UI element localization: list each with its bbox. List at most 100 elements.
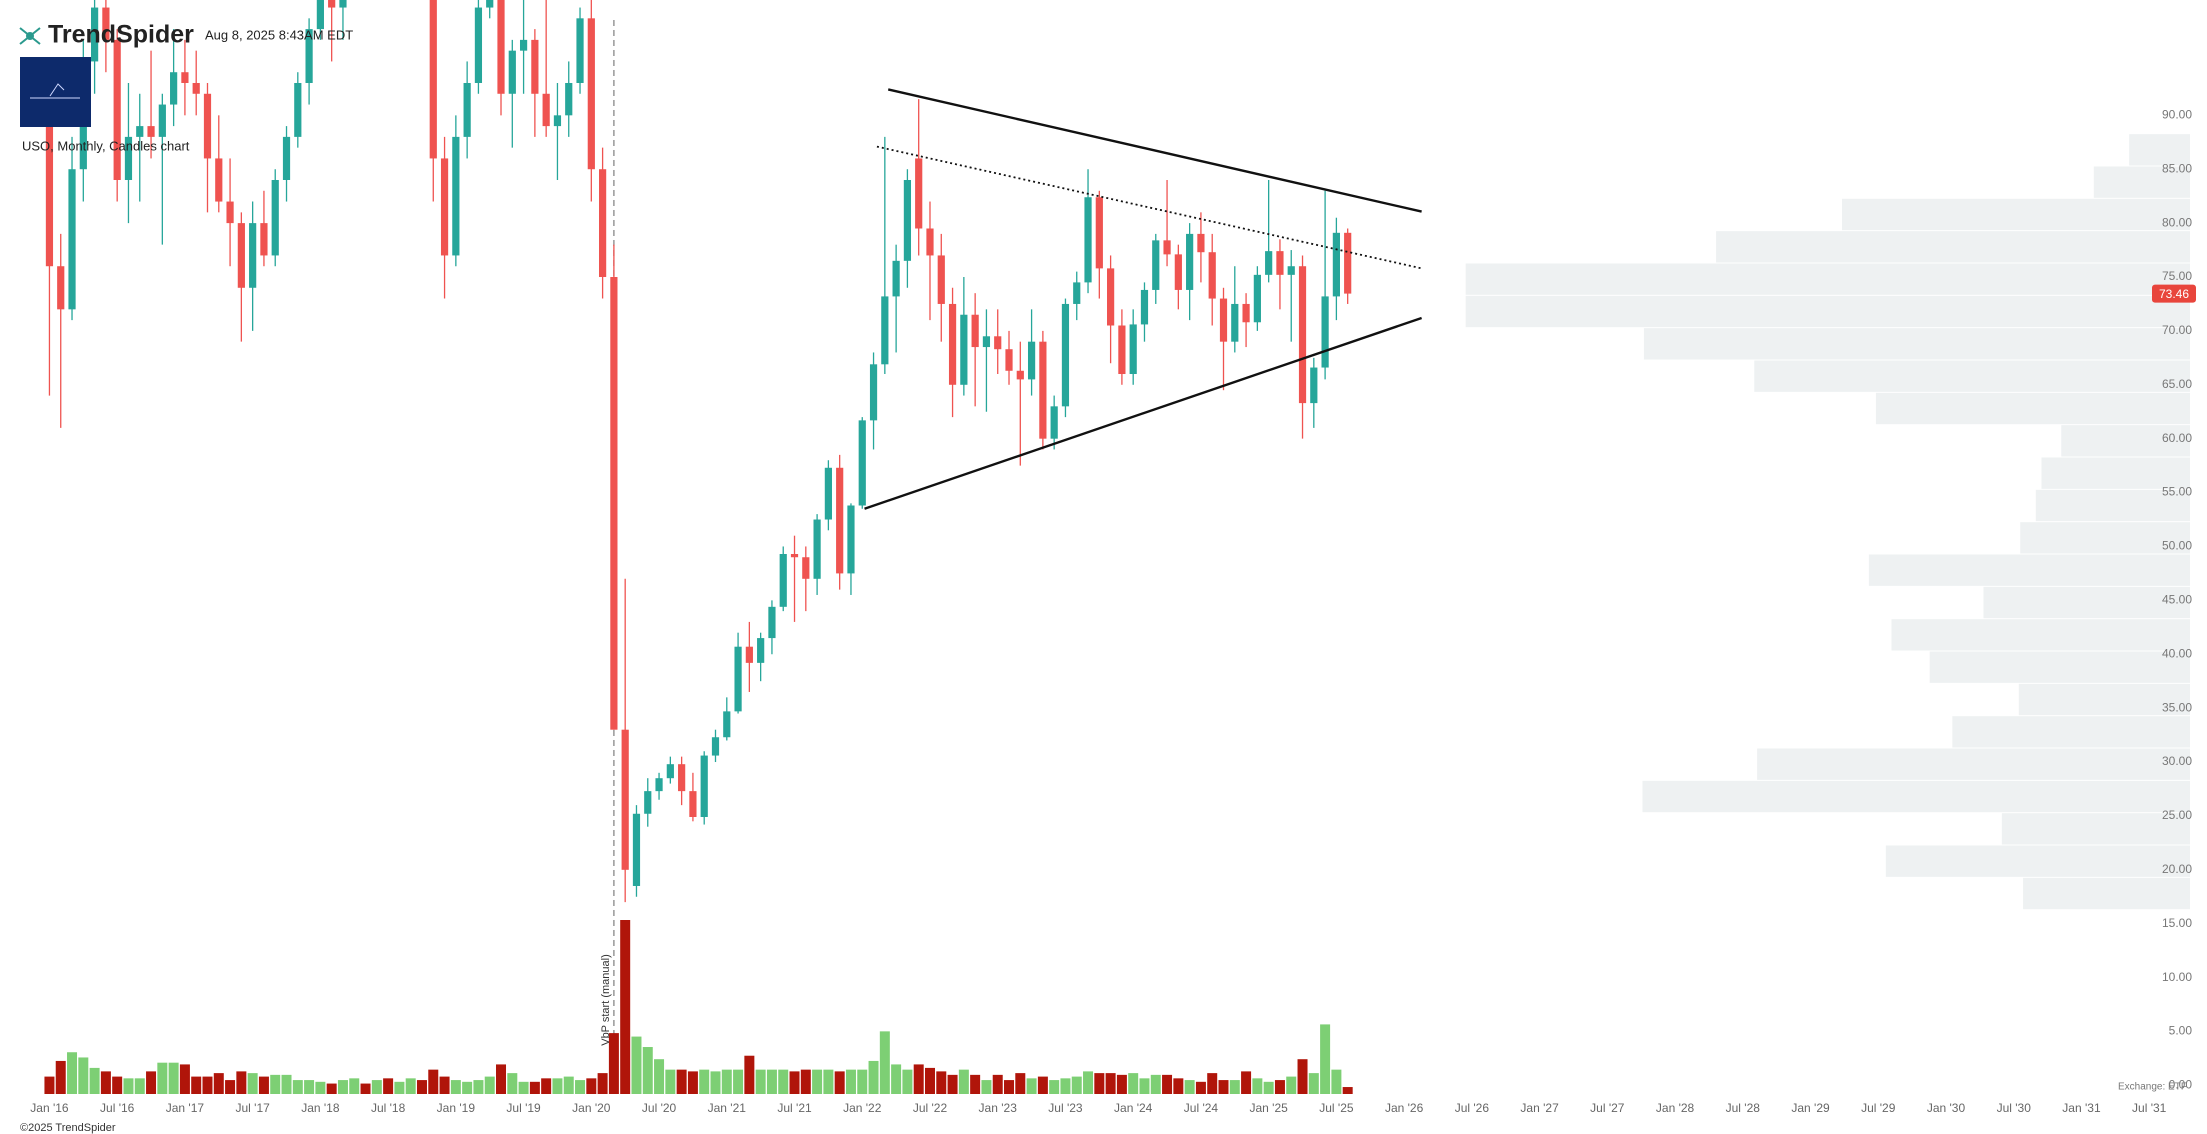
- volume-bar: [281, 1074, 292, 1094]
- x-tick-label: Jul '18: [371, 1101, 406, 1115]
- brand: TrendSpider Aug 8, 2025 8:43AM EDT: [19, 21, 353, 49]
- candle-body: [621, 729, 629, 870]
- volume-bar: [1037, 1076, 1048, 1094]
- candle-body: [802, 557, 810, 579]
- volume-bar: [947, 1074, 958, 1094]
- candle-body: [1208, 252, 1216, 299]
- profile-bar: [2001, 813, 2190, 845]
- volume-bar: [78, 1057, 89, 1094]
- candle-body: [1107, 268, 1115, 326]
- candle-body: [1253, 274, 1261, 323]
- profile-bar: [1754, 360, 2190, 392]
- candle-body: [1287, 266, 1295, 275]
- volume-bar: [258, 1076, 269, 1094]
- candle-body: [836, 467, 844, 574]
- volume-bar: [992, 1074, 1003, 1094]
- candle-body: [1298, 266, 1307, 404]
- volume-bar: [541, 1078, 552, 1094]
- candle-body: [745, 646, 753, 663]
- candle-body: [215, 158, 223, 202]
- candle-body: [1197, 233, 1205, 253]
- volume-bar: [800, 1069, 811, 1094]
- x-tick-label: Jul '16: [100, 1101, 135, 1115]
- candle-body: [474, 7, 483, 83]
- candle-body: [915, 158, 923, 229]
- profile-bar: [1868, 554, 2190, 586]
- volume-bar: [665, 1069, 676, 1094]
- candle-body: [158, 104, 166, 137]
- candle-body: [892, 260, 900, 297]
- x-tick-label: Jan '21: [708, 1101, 747, 1115]
- candle-body: [666, 764, 674, 779]
- x-tick-label: Jul '19: [506, 1101, 541, 1115]
- volume-bar: [484, 1076, 495, 1094]
- brand-icon: [19, 27, 41, 45]
- volume-bar: [1116, 1074, 1127, 1094]
- volume-bar: [721, 1069, 732, 1094]
- candle-body: [757, 638, 765, 663]
- volume-bar: [1173, 1078, 1184, 1094]
- profile-bar: [1875, 392, 2190, 425]
- volume-bar: [1128, 1073, 1139, 1094]
- candle-body: [858, 420, 866, 506]
- candle-body: [45, 115, 54, 267]
- symbol-logo: [20, 57, 91, 127]
- candle-body: [147, 126, 155, 137]
- y-tick-label: 10.00: [2162, 970, 2192, 984]
- volume-bar: [924, 1067, 935, 1094]
- candle-body: [971, 314, 979, 348]
- volume-bar: [360, 1083, 371, 1094]
- volume-bar: [654, 1059, 665, 1094]
- volume-bar: [157, 1062, 168, 1094]
- candle-body: [881, 296, 889, 365]
- candle-body: [1163, 240, 1171, 255]
- y-tick-label: 70.00: [2162, 323, 2192, 337]
- candle-body: [440, 158, 449, 256]
- volume-bar: [834, 1071, 845, 1094]
- x-tick-label: Jul '23: [1048, 1101, 1083, 1115]
- profile-bar: [2020, 522, 2190, 554]
- volume-bar: [981, 1080, 992, 1094]
- volume-bar: [1297, 1059, 1308, 1094]
- volume-bar: [575, 1080, 586, 1094]
- volume-bar: [394, 1081, 405, 1094]
- x-tick-label: Jan '20: [572, 1101, 611, 1115]
- x-tick-label: Jul '31: [2132, 1101, 2167, 1115]
- volume-bar: [687, 1071, 698, 1094]
- volume-bar: [349, 1078, 360, 1094]
- volume-bar: [913, 1064, 924, 1094]
- volume-bar: [1049, 1080, 1060, 1094]
- x-tick-label: Jan '27: [1520, 1101, 1559, 1115]
- x-tick-label: Jan '30: [1927, 1101, 1966, 1115]
- volume-bar: [225, 1080, 236, 1094]
- candle-body: [678, 764, 686, 792]
- x-tick-label: Jan '22: [843, 1101, 882, 1115]
- volume-bar: [146, 1071, 157, 1094]
- volume-bar: [1184, 1080, 1195, 1094]
- candle-body: [948, 303, 957, 385]
- candle-body: [57, 266, 65, 310]
- y-tick-label: 15.00: [2162, 916, 2192, 930]
- candle-body: [994, 336, 1002, 350]
- volume-bar: [236, 1071, 247, 1094]
- profile-bar: [1642, 780, 2190, 813]
- profile-bar: [1891, 619, 2190, 651]
- profile-bar: [1716, 231, 2190, 263]
- volume-bar: [676, 1069, 687, 1094]
- x-tick-label: Jan '23: [979, 1101, 1018, 1115]
- volume-bar: [744, 1055, 755, 1094]
- candle-body: [170, 72, 178, 105]
- candle-body: [824, 467, 832, 520]
- profile-bar: [2023, 877, 2190, 910]
- volume-bar: [778, 1069, 789, 1094]
- volume-bar: [496, 1064, 507, 1094]
- candle-body: [587, 18, 595, 170]
- volume-bar: [970, 1074, 981, 1094]
- candle-body: [768, 606, 776, 639]
- candle-body: [294, 82, 302, 137]
- profile-bar: [1952, 716, 2190, 748]
- volume-bar: [766, 1069, 777, 1094]
- volume-bar: [439, 1076, 450, 1094]
- candle-body: [847, 505, 855, 574]
- volume-bar: [168, 1062, 179, 1094]
